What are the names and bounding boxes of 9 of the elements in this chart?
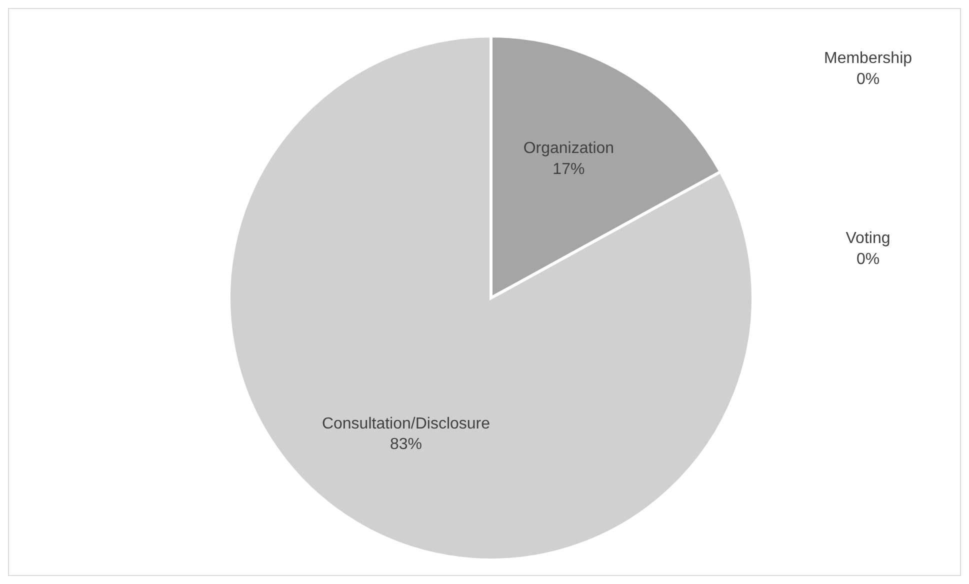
slice-label: Organization	[523, 140, 614, 158]
slice-label: Consultation/Disclosure	[322, 415, 490, 432]
data-label: 83%	[390, 436, 422, 454]
pie-slice	[228, 34, 754, 562]
category-label: Voting	[846, 230, 890, 247]
data-label: 17%	[552, 160, 585, 178]
category-label: Membership	[824, 50, 912, 67]
text: 0%	[856, 70, 880, 88]
text: 0%	[856, 250, 880, 268]
